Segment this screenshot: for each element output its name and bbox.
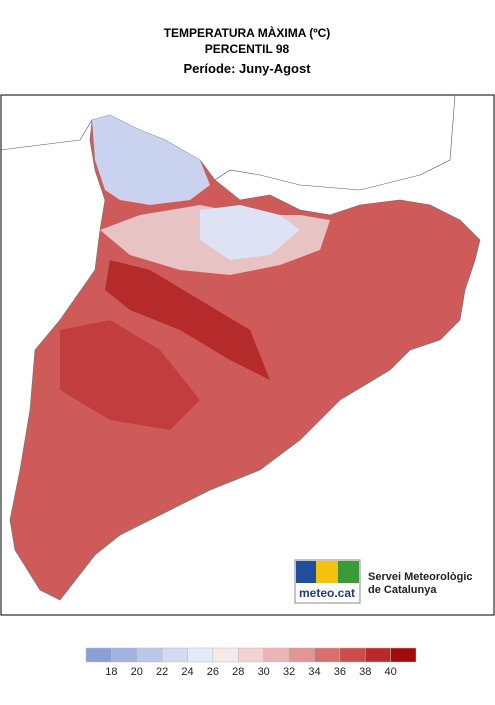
legend-swatch xyxy=(263,647,290,663)
logo-text: de Catalunya xyxy=(368,584,437,596)
cold-zone xyxy=(200,205,300,260)
legend-tick-label: 18 xyxy=(105,666,117,678)
legend-swatch xyxy=(364,647,391,663)
cold-zone xyxy=(92,115,210,205)
legend-tick-label: 26 xyxy=(207,666,219,678)
legend-tick-label: 20 xyxy=(131,666,143,678)
legend-swatch xyxy=(288,647,315,663)
legend-tick-label: 22 xyxy=(156,666,168,678)
legend-swatch xyxy=(187,647,214,663)
hot-zone xyxy=(105,260,270,380)
border-line xyxy=(214,94,456,191)
legend-tick-label: 24 xyxy=(181,666,193,678)
legend-swatch xyxy=(85,647,112,663)
legend-swatch xyxy=(339,647,366,663)
legend-tick-label: 30 xyxy=(258,666,270,678)
legend-tick-label: 32 xyxy=(283,666,295,678)
legend-swatch xyxy=(111,647,138,663)
logo: meteo.cat Servei Meteorològic de Catalun… xyxy=(294,559,473,604)
map-title: TEMPERATURA MÀXIMA (ºC) xyxy=(164,25,331,40)
logo-text: Servei Meteorològic xyxy=(368,571,473,583)
logo-brand: meteo.cat xyxy=(299,586,355,600)
hot-zone xyxy=(60,320,200,430)
logo-icon xyxy=(338,561,359,583)
legend-tick-label: 34 xyxy=(308,666,320,678)
legend-swatch xyxy=(161,647,188,663)
legend-swatch xyxy=(390,647,417,663)
legend-swatch xyxy=(238,647,264,663)
logo-icon xyxy=(316,561,338,583)
legend-swatch xyxy=(212,647,239,663)
legend-tick-label: 28 xyxy=(232,666,244,678)
map-subtitle: PERCENTIL 98 xyxy=(205,42,290,56)
map xyxy=(0,94,481,601)
legend-tick-label: 36 xyxy=(334,666,346,678)
legend-tick-label: 38 xyxy=(359,666,371,678)
border-line xyxy=(0,119,93,151)
legend: 18 20 22 24 26 28 30 32 34 36 38 40 xyxy=(85,647,417,678)
map-period: Període: Juny-Agost xyxy=(183,61,311,76)
logo-icon xyxy=(296,561,316,583)
legend-swatch xyxy=(136,647,163,663)
legend-tick-label: 40 xyxy=(384,666,396,678)
legend-swatch xyxy=(314,647,341,663)
